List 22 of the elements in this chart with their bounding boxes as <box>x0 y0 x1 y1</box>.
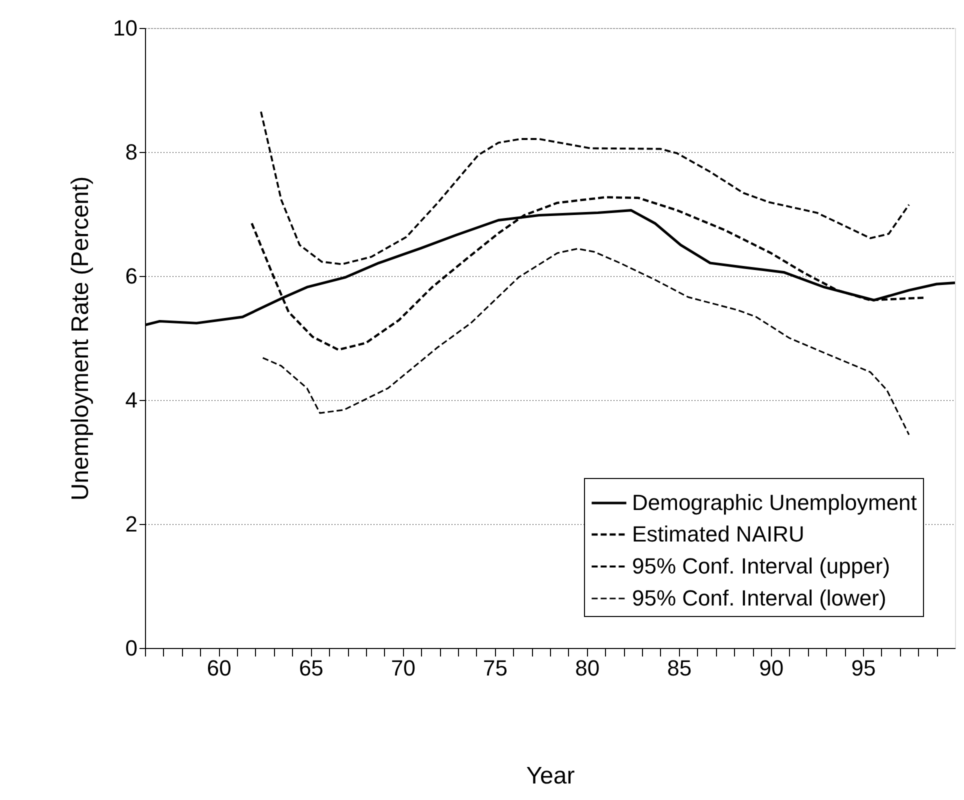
x-tick-label: 80 <box>575 656 600 680</box>
x-tick-label: 90 <box>759 656 784 680</box>
x-tick-label: 70 <box>390 656 416 680</box>
legend-label: Estimated NAIRU <box>632 522 804 546</box>
x-tick-label: 60 <box>206 656 232 680</box>
y-tick-label: 6 <box>125 264 138 288</box>
y-tick-label: 10 <box>113 16 138 40</box>
y-axis-title: Unemployment Rate (Percent) <box>67 176 94 501</box>
line-series <box>262 248 910 436</box>
x-tick-label: 95 <box>851 656 876 680</box>
legend-label: Demographic Unemployment <box>632 490 917 515</box>
y-tick-label: 4 <box>125 388 138 412</box>
x-tick-label: 65 <box>298 656 324 680</box>
y-tick-label: 2 <box>125 512 138 536</box>
legend-label: 95% Conf. Interval (upper) <box>632 554 890 578</box>
y-tick-label: 0 <box>125 636 138 660</box>
legend-label: 95% Conf. Interval (lower) <box>632 586 886 610</box>
x-axis-title: Year <box>526 762 575 790</box>
x-tick-label: 75 <box>483 656 508 680</box>
x-tick-label: 85 <box>667 656 692 680</box>
y-tick-label: 8 <box>125 140 138 164</box>
line-series <box>260 110 910 266</box>
